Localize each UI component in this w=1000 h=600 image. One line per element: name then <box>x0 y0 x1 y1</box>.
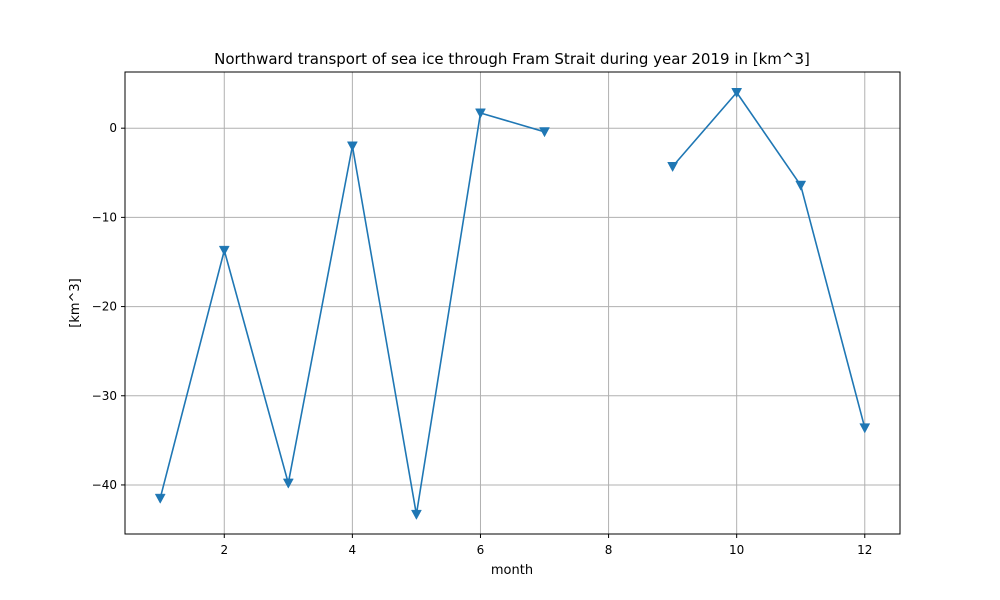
data-point-marker <box>731 88 743 99</box>
x-tick-label: 8 <box>605 543 613 557</box>
data-point-marker <box>282 478 294 489</box>
x-tick-label: 2 <box>220 543 228 557</box>
y-tick-label: −40 <box>92 478 117 492</box>
data-point-marker <box>795 180 807 191</box>
data-point-marker <box>218 245 230 256</box>
x-tick-label: 12 <box>857 543 872 557</box>
x-axis-label: month <box>491 563 533 578</box>
series-layer <box>154 88 871 520</box>
data-point-marker <box>475 108 486 119</box>
data-point-marker <box>346 141 358 152</box>
data-point-marker <box>859 423 871 434</box>
chart-title: Northward transport of sea ice through F… <box>214 50 810 68</box>
x-tick-label: 10 <box>729 543 744 557</box>
y-tick-label: −10 <box>92 210 117 224</box>
y-tick-label: −30 <box>92 389 117 403</box>
y-axis-label: [km^3] <box>68 278 83 328</box>
tick-layer: 2 4 6 8 10 12 −40 −30 −20 −10 0 <box>92 121 873 557</box>
data-point-marker <box>411 509 422 520</box>
series-line <box>671 91 866 429</box>
x-tick-label: 4 <box>349 543 357 557</box>
data-point-marker <box>667 162 679 173</box>
y-tick-label: −20 <box>92 300 117 314</box>
x-tick-label: 6 <box>477 543 485 557</box>
plot-area-frame <box>124 71 901 535</box>
data-point-marker <box>539 127 550 138</box>
data-point-marker <box>154 493 166 504</box>
y-tick-label: 0 <box>109 121 117 135</box>
grid-layer <box>125 72 900 534</box>
